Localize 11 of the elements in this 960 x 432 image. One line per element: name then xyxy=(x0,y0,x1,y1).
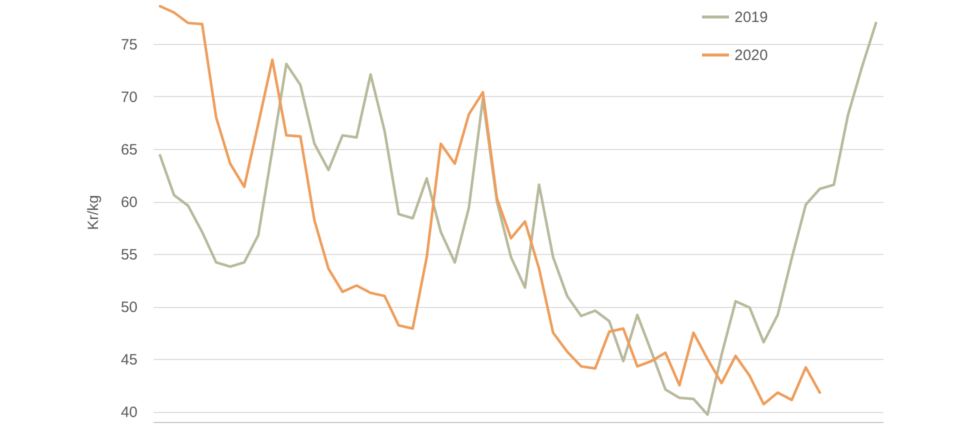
y-tick-label: 75 xyxy=(120,36,138,54)
y-tick-label: 55 xyxy=(120,246,138,264)
y-tick-label: 65 xyxy=(120,142,138,158)
y-tick-label: 50 xyxy=(120,299,138,316)
legend-label: 2020 xyxy=(734,47,768,64)
y-axis-title: Kr/kg xyxy=(84,194,102,230)
y-tick-label: 70 xyxy=(120,89,138,106)
y-tick-label: 45 xyxy=(120,352,138,368)
legend-label: 2019 xyxy=(734,9,768,26)
y-tick-label: 60 xyxy=(120,194,138,211)
y-tick-label: 40 xyxy=(120,404,138,421)
